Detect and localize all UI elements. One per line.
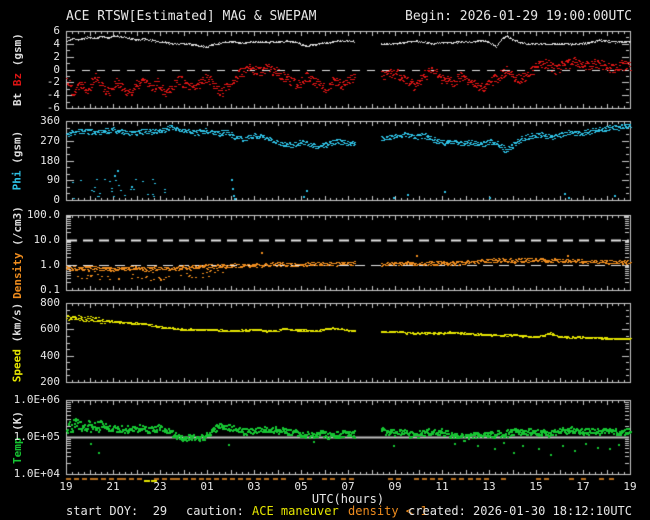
y-tick-label: 400 bbox=[40, 349, 60, 362]
y-tick-label: 1.0E+04 bbox=[13, 467, 60, 480]
y-axis-label-density: Density (/cm3) bbox=[0, 206, 34, 299]
y-tick-label: 0 bbox=[53, 63, 60, 76]
y-tick-label: 0 bbox=[53, 193, 60, 206]
x-tick-label: 21 bbox=[106, 480, 120, 493]
temp-unit-label: (K) bbox=[10, 410, 24, 431]
x-tick-label: 13 bbox=[482, 480, 496, 493]
y-tick-label: 200 bbox=[40, 375, 60, 388]
y-axis-label-speed-text: Speed (km/s) bbox=[11, 303, 24, 383]
y-tick-label: 4 bbox=[53, 37, 60, 50]
y-tick-label: 0.1 bbox=[40, 283, 60, 296]
created-timestamp: created: 2026-01-30 18:12:10UTC bbox=[408, 504, 632, 518]
y-tick-label: -6 bbox=[46, 101, 60, 114]
y-tick-label: 1.0E+05 bbox=[13, 430, 60, 443]
caution-density-label: density < 1 bbox=[348, 504, 428, 518]
y-tick-label: 1.0E+06 bbox=[13, 393, 60, 406]
y-tick-label: -2 bbox=[46, 75, 60, 88]
x-tick-label: 15 bbox=[529, 480, 543, 493]
begin-timestamp: Begin: 2026-01-29 19:00:00UTC bbox=[405, 9, 632, 24]
y-tick-label: 1.0 bbox=[40, 258, 60, 271]
y-tick-label: 800 bbox=[40, 296, 60, 309]
y-tick-label: 600 bbox=[40, 322, 60, 335]
x-tick-label: 01 bbox=[200, 480, 214, 493]
x-tick-label: 03 bbox=[247, 480, 261, 493]
x-tick-label: 11 bbox=[435, 480, 449, 493]
x-tick-label: 19 bbox=[623, 480, 637, 493]
y-axis-label-speed: Speed (km/s) bbox=[0, 303, 34, 383]
x-axis-label: UTC(hours) bbox=[311, 492, 385, 506]
x-tick-label: 05 bbox=[294, 480, 308, 493]
y-tick-label: 180 bbox=[40, 154, 60, 167]
y-tick-label: 10.0 bbox=[33, 233, 61, 246]
y-tick-label: 100.0 bbox=[26, 208, 60, 221]
caution-label: caution: bbox=[186, 504, 244, 518]
y-tick-label: 6 bbox=[53, 24, 60, 37]
start-doy-label: start DOY: 29 bbox=[66, 504, 168, 518]
y-tick-label: 90 bbox=[46, 173, 60, 186]
y-tick-label: -4 bbox=[46, 88, 60, 101]
y-tick-label: 360 bbox=[40, 114, 60, 127]
x-tick-label: 19 bbox=[59, 480, 73, 493]
caution-maneuver-label: ACE maneuver bbox=[252, 504, 339, 518]
y-tick-label: 270 bbox=[40, 134, 60, 147]
x-tick-label: 09 bbox=[388, 480, 402, 493]
x-tick-label: 23 bbox=[153, 480, 167, 493]
page-title: ACE RTSW[Estimated] MAG & SWEPAM bbox=[66, 9, 317, 24]
x-tick-label: 07 bbox=[341, 480, 355, 493]
y-tick-label: 2 bbox=[53, 50, 60, 63]
x-tick-label: 17 bbox=[576, 480, 590, 493]
